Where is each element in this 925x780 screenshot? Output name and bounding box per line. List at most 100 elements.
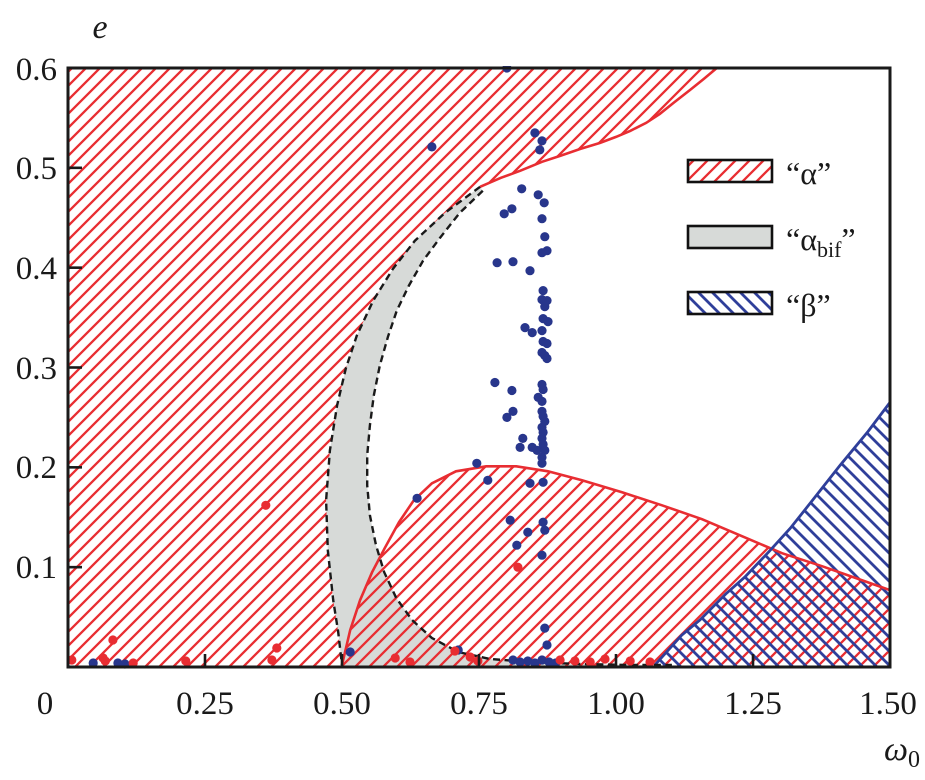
scatter-point-blue-points xyxy=(542,353,552,364)
legend-swatch-alpha-bif xyxy=(686,224,774,250)
curve-bif-right-boundary xyxy=(366,189,672,667)
scatter-point-blue-points xyxy=(525,266,535,276)
scatter-point-blue-points xyxy=(113,658,123,668)
scatter-point-blue-points xyxy=(537,396,547,406)
y-tick-label: 0.5 xyxy=(16,151,57,187)
curve-alpha-dome-boundary xyxy=(340,465,890,666)
scatter-point-blue-points xyxy=(538,384,548,395)
scatter-point-blue-points xyxy=(537,214,547,224)
x-tick-label: 1.00 xyxy=(587,686,645,722)
y-tick-label: 0.6 xyxy=(16,52,57,88)
scatter-point-red-points xyxy=(272,643,282,653)
scatter-point-blue-points xyxy=(533,190,543,200)
y-tick-label: 0.2 xyxy=(16,450,57,486)
scatter-point-blue-points xyxy=(515,657,525,667)
scatter-point-blue-points xyxy=(507,204,517,214)
scatter-point-blue-points xyxy=(492,258,502,268)
scatter-point-blue-points xyxy=(505,515,515,525)
scatter-point-blue-points xyxy=(537,248,547,258)
scatter-point-blue-points xyxy=(508,655,518,665)
scatter-point-blue-points xyxy=(535,145,545,155)
scatter-point-blue-points xyxy=(537,136,547,146)
scatter-point-red-points xyxy=(68,655,77,665)
scatter-point-blue-points xyxy=(538,477,548,487)
scatter-point-blue-points xyxy=(530,128,540,138)
scatter-point-red-points xyxy=(513,562,523,572)
scatter-point-blue-points xyxy=(472,458,482,468)
scatter-point-blue-points xyxy=(532,445,542,455)
legend-swatch-alpha xyxy=(686,158,774,184)
x-axis-title: ω0 xyxy=(884,731,920,773)
scatter-point-blue-points xyxy=(508,406,518,416)
region-beta-region xyxy=(654,402,890,667)
legend-label-alpha: “α” xyxy=(786,155,831,191)
scatter-point-red-points xyxy=(585,657,595,667)
scatter-point-blue-points xyxy=(539,198,549,208)
scatter-point-blue-points xyxy=(525,478,535,488)
scatter-point-red-points xyxy=(555,655,565,665)
curve-alpha-upper-boundary xyxy=(479,67,718,188)
scatter-point-blue-points xyxy=(542,338,552,349)
scatter-layer xyxy=(68,66,655,669)
scatter-point-blue-points xyxy=(540,445,550,455)
scatter-point-red-points xyxy=(600,654,610,664)
scatter-point-blue-points xyxy=(520,323,530,333)
scatter-point-red-points xyxy=(405,657,415,667)
y-tick-label: 0.3 xyxy=(16,351,57,387)
scatter-point-red-points xyxy=(645,657,655,667)
region-alpha-main-region xyxy=(68,68,717,667)
scatter-point-red-points xyxy=(625,656,635,666)
x-tick-label: 1.25 xyxy=(724,686,782,722)
scatter-point-blue-points xyxy=(502,412,512,422)
y-axis-title: e xyxy=(92,9,107,46)
scatter-point-blue-points xyxy=(530,658,540,668)
scatter-point-blue-points xyxy=(527,328,537,338)
scatter-point-blue-points xyxy=(540,525,550,535)
legend: “α” “αbif” “β” xyxy=(686,155,856,323)
legend-swatch-beta xyxy=(686,290,774,316)
scatter-point-red-points xyxy=(267,655,277,665)
scatter-point-red-points xyxy=(390,653,400,663)
x-tick-label: 0.50 xyxy=(313,686,371,722)
scatter-point-blue-points xyxy=(540,623,550,633)
boundary-curves-layer xyxy=(324,67,890,667)
scatter-point-red-points xyxy=(465,652,475,662)
scatter-point-blue-points xyxy=(515,442,525,452)
y-tick-label: 0.4 xyxy=(16,251,57,287)
x-tick-label: 0 xyxy=(37,686,54,722)
regions-layer xyxy=(68,68,890,668)
legend-label-beta: “β” xyxy=(786,287,831,323)
scatter-point-red-points xyxy=(181,656,191,666)
scatter-point-blue-points xyxy=(537,550,547,560)
scatter-point-blue-points xyxy=(537,458,547,468)
scatter-point-blue-points xyxy=(538,286,548,296)
scatter-point-blue-points xyxy=(542,640,552,650)
scatter-point-red-points xyxy=(128,658,138,668)
scatter-point-blue-points xyxy=(512,540,522,550)
scatter-point-blue-points xyxy=(490,377,500,388)
x-tick-label: 0.25 xyxy=(176,686,234,722)
scatter-point-blue-points xyxy=(523,656,533,666)
scatter-point-blue-points xyxy=(523,527,533,537)
scatter-point-blue-points xyxy=(540,232,550,242)
scatter-point-blue-points xyxy=(499,209,509,219)
scatter-point-blue-points xyxy=(543,317,553,327)
scatter-point-blue-points xyxy=(345,647,355,657)
x-tick-label: 1.50 xyxy=(859,686,917,722)
scatter-point-blue-points xyxy=(537,326,547,336)
legend-label-alpha-bif: “αbif” xyxy=(786,221,856,262)
x-tick-label: 0.75 xyxy=(450,686,508,722)
scatter-point-blue-points xyxy=(88,658,98,668)
curve-beta-boundary xyxy=(653,401,890,666)
scatter-point-blue-points xyxy=(412,493,422,503)
scatter-point-red-points xyxy=(261,500,271,510)
scatter-point-blue-points xyxy=(427,142,437,152)
scatter-point-red-points xyxy=(570,656,580,666)
y-tick-label: 0.1 xyxy=(16,550,57,586)
scatter-point-blue-points xyxy=(540,302,550,312)
scatter-point-blue-points xyxy=(517,184,527,194)
scatter-point-blue-points xyxy=(508,257,518,267)
scatter-point-red-points xyxy=(100,656,110,666)
